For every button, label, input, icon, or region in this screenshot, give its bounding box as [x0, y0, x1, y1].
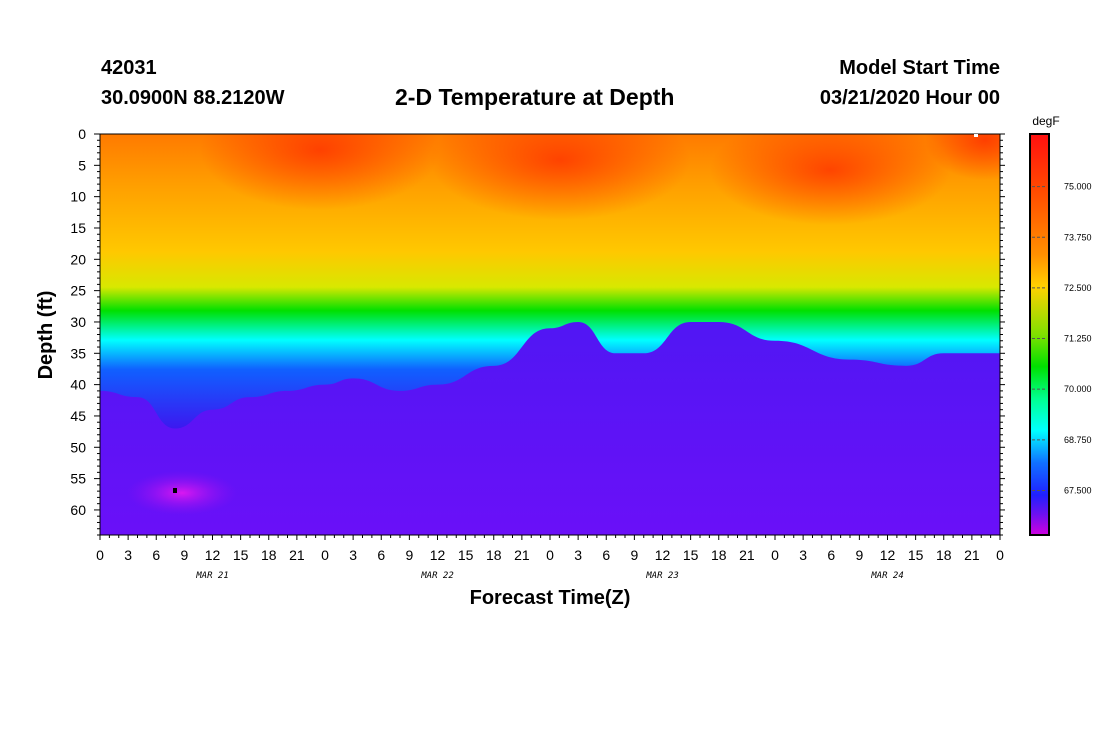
x-tick-label: 6: [602, 547, 610, 563]
day-label: MAR 23: [645, 571, 679, 581]
y-tick-label: 0: [78, 126, 86, 142]
x-tick-label: 12: [655, 547, 671, 563]
x-tick-label: 6: [377, 547, 385, 563]
x-tick-label: 9: [180, 547, 188, 563]
x-tick-label: 18: [936, 547, 952, 563]
day-label: MAR 24: [870, 571, 904, 581]
x-tick-label: 0: [771, 547, 779, 563]
x-tick-label: 21: [739, 547, 755, 563]
x-tick-label: 21: [964, 547, 980, 563]
colorbar-tick-label: 72.500: [1064, 283, 1092, 293]
y-tick-label: 35: [70, 345, 86, 361]
colorbar-tick-label: 70.000: [1064, 384, 1092, 394]
x-tick-label: 18: [486, 547, 502, 563]
y-tick-label: 45: [70, 408, 86, 424]
x-tick-label: 9: [630, 547, 638, 563]
max-marker: [974, 134, 978, 137]
x-tick-label: 3: [349, 547, 357, 563]
x-tick-label: 18: [711, 547, 727, 563]
colorbar-units: degF: [1032, 114, 1059, 128]
y-tick-label: 10: [70, 189, 86, 205]
x-tick-label: 12: [430, 547, 446, 563]
x-tick-label: 3: [799, 547, 807, 563]
x-tick-label: 15: [458, 547, 474, 563]
x-tick-label: 0: [546, 547, 554, 563]
colorbar-gradient: [1029, 133, 1050, 536]
warm-patch-3: [710, 134, 950, 225]
warm-patch-2: [430, 134, 690, 220]
station-id: 42031: [101, 57, 157, 79]
y-tick-label: 5: [78, 157, 86, 173]
x-tick-label: 9: [855, 547, 863, 563]
x-tick-label: 0: [321, 547, 329, 563]
x-tick-label: 0: [96, 547, 104, 563]
y-tick-label: 25: [70, 283, 86, 299]
station-location: 30.0900N 88.2120W: [101, 87, 285, 109]
x-tick-label: 6: [827, 547, 835, 563]
x-tick-label: 21: [514, 547, 530, 563]
colorbar-tick-label: 67.500: [1064, 485, 1092, 495]
warm-patch-1: [200, 134, 440, 210]
y-tick-label: 15: [70, 220, 86, 236]
y-tick-label: 30: [70, 314, 86, 330]
x-tick-label: 21: [289, 547, 305, 563]
y-tick-label: 55: [70, 471, 86, 487]
cold-patch: [127, 471, 237, 515]
warm-patch-4: [925, 134, 1000, 180]
colorbar: degF 75.000 73.750 72.500 71.250 70.000 68.75…: [1029, 114, 1092, 536]
day-label: MAR 21: [195, 571, 229, 581]
y-tick-label: 20: [70, 251, 86, 267]
x-tick-label: 3: [124, 547, 132, 563]
y-axis-label: Depth (ft): [35, 291, 57, 380]
model-start-label: Model Start Time: [839, 57, 1000, 79]
min-marker: [173, 488, 177, 493]
chart-title: 2-D Temperature at Depth: [395, 84, 675, 110]
colorbar-tick-label: 71.250: [1064, 334, 1092, 344]
x-tick-label: 15: [683, 547, 699, 563]
x-tick-label: 18: [261, 547, 277, 563]
colorbar-tick-label: 68.750: [1064, 435, 1092, 445]
x-axis-label: Forecast Time(Z): [470, 587, 631, 609]
day-label: MAR 22: [420, 571, 454, 581]
x-tick-label: 0: [996, 547, 1004, 563]
colorbar-tick-label: 75.000: [1064, 182, 1092, 192]
y-tick-label: 50: [70, 439, 86, 455]
y-tick-label: 40: [70, 377, 86, 393]
x-tick-label: 12: [205, 547, 221, 563]
x-tick-label: 9: [405, 547, 413, 563]
x-tick-label: 3: [574, 547, 582, 563]
x-tick-label: 15: [233, 547, 249, 563]
x-tick-label: 12: [880, 547, 896, 563]
colorbar-tick-label: 73.750: [1064, 232, 1092, 242]
x-tick-label: 15: [908, 547, 924, 563]
model-start-value: 03/21/2020 Hour 00: [819, 87, 1000, 109]
x-tick-label: 6: [152, 547, 160, 563]
y-tick-label: 60: [70, 502, 86, 518]
